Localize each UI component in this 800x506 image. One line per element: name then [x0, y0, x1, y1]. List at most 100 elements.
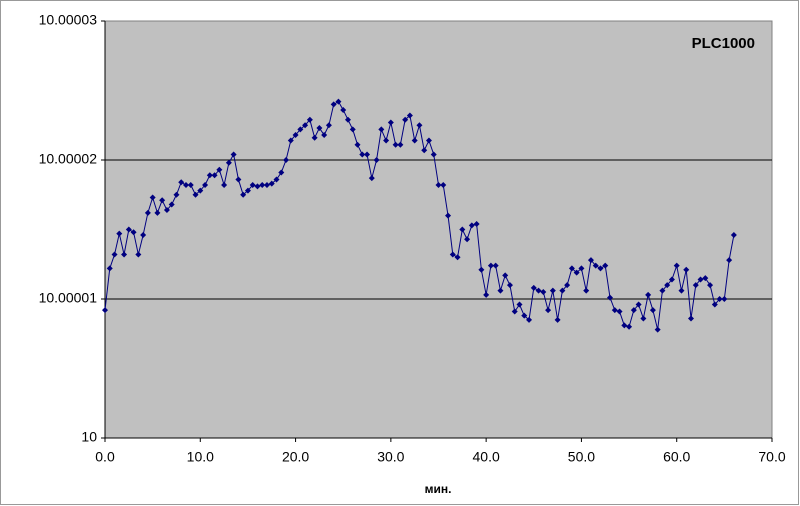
marker	[573, 269, 580, 276]
marker	[182, 182, 189, 189]
marker	[511, 308, 518, 315]
marker	[568, 265, 575, 272]
marker	[607, 294, 614, 301]
x-tick-label: 10.0	[187, 449, 214, 465]
marker	[340, 106, 347, 113]
y-tick-label: 10.00001	[39, 290, 98, 306]
marker	[649, 307, 656, 314]
marker	[140, 232, 147, 239]
y-tick-label: 10.00002	[39, 151, 98, 167]
marker	[459, 226, 466, 233]
marker	[421, 147, 428, 154]
marker	[240, 191, 247, 198]
marker	[111, 251, 118, 258]
marker	[302, 122, 309, 129]
marker	[554, 316, 561, 323]
marker	[368, 175, 375, 182]
marker	[197, 187, 204, 194]
marker	[159, 197, 166, 204]
marker	[726, 257, 733, 264]
marker	[225, 159, 232, 166]
marker	[468, 222, 475, 229]
marker	[330, 101, 337, 108]
plot-area	[104, 20, 773, 439]
marker	[645, 291, 652, 298]
marker	[383, 137, 390, 144]
marker	[387, 119, 394, 126]
marker	[287, 137, 294, 144]
marker	[464, 236, 471, 243]
marker	[273, 176, 280, 183]
x-tick-label: 40.0	[473, 449, 500, 465]
marker	[697, 276, 704, 283]
marker	[297, 126, 304, 133]
marker	[707, 282, 714, 289]
x-tick-label: 50.0	[568, 449, 595, 465]
marker	[454, 254, 461, 261]
marker	[621, 322, 628, 329]
marker	[711, 301, 718, 308]
marker	[425, 137, 432, 144]
marker	[721, 296, 728, 302]
marker	[402, 116, 409, 123]
x-tick-label: 20.0	[282, 449, 309, 465]
marker	[244, 187, 251, 194]
marker	[587, 257, 594, 264]
marker	[397, 141, 404, 148]
y-tick-label: 10	[81, 429, 97, 445]
marker	[535, 287, 542, 294]
marker	[688, 315, 695, 322]
marker	[516, 301, 523, 308]
marker	[168, 201, 175, 208]
marker	[716, 296, 723, 302]
marker	[335, 98, 342, 105]
marker	[163, 207, 170, 214]
marker	[311, 134, 318, 141]
marker	[230, 151, 237, 158]
marker	[187, 182, 194, 189]
marker	[192, 191, 199, 198]
marker	[283, 157, 290, 163]
marker	[364, 151, 371, 158]
marker	[173, 191, 180, 198]
marker	[683, 266, 690, 273]
marker	[473, 220, 480, 227]
marker	[344, 116, 351, 123]
marker	[178, 179, 185, 186]
marker	[321, 131, 328, 138]
marker	[730, 232, 737, 239]
marker	[497, 287, 504, 294]
marker	[325, 122, 332, 129]
marker	[130, 229, 137, 236]
marker	[626, 323, 633, 330]
marker	[616, 308, 623, 315]
marker	[144, 209, 151, 216]
marker	[521, 312, 528, 319]
marker	[578, 265, 585, 272]
marker	[263, 182, 270, 189]
marker	[506, 282, 513, 289]
marker	[135, 251, 142, 258]
marker	[406, 112, 413, 119]
marker	[487, 262, 494, 269]
marker	[440, 182, 447, 189]
marker	[502, 272, 509, 279]
marker	[316, 125, 323, 132]
marker	[216, 166, 223, 173]
marker	[359, 151, 366, 158]
marker	[592, 262, 599, 269]
marker	[154, 209, 161, 216]
marker	[597, 265, 604, 272]
marker	[125, 226, 132, 233]
marker	[654, 326, 661, 333]
marker	[306, 116, 313, 123]
marker	[635, 301, 642, 308]
x-axis-label: мин.	[425, 482, 452, 496]
marker	[445, 212, 452, 219]
x-tick-label: 0.0	[95, 449, 115, 465]
marker	[121, 251, 128, 258]
marker	[549, 287, 556, 294]
marker	[640, 315, 647, 322]
x-tick-label: 60.0	[663, 449, 690, 465]
